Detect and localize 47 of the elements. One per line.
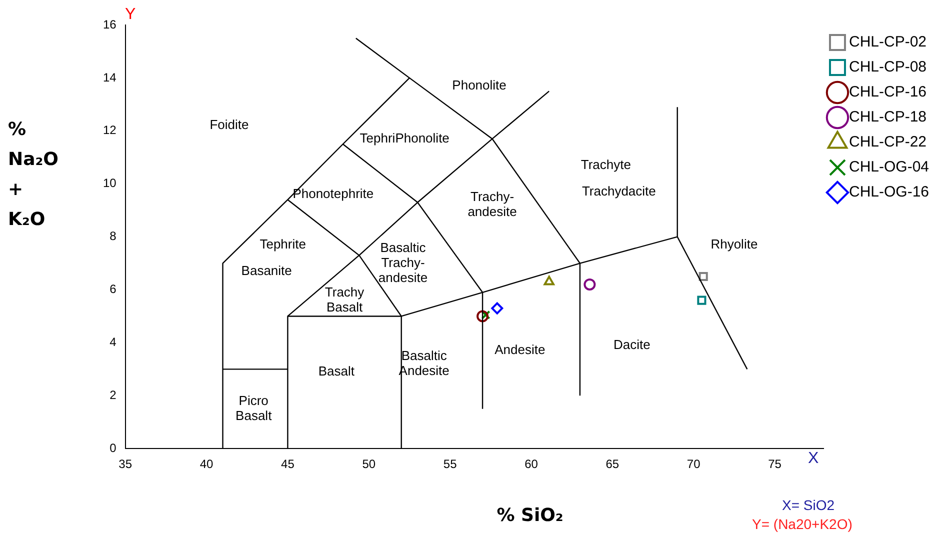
annotation: Foidite bbox=[210, 117, 249, 132]
annotation: Trachyte bbox=[580, 156, 631, 172]
text: X bbox=[808, 450, 819, 468]
x-tick-label: 75 bbox=[768, 457, 782, 472]
legend-label: CHL-CP-18 bbox=[848, 108, 927, 126]
y-tick-label: 6 bbox=[110, 282, 117, 296]
y-tick-label: 10 bbox=[102, 176, 117, 190]
annotation: Trachy- andesite bbox=[468, 189, 517, 220]
text: X= SiO2 bbox=[782, 497, 835, 513]
annotation: Basalt bbox=[318, 363, 355, 378]
annotation: Phonolite bbox=[452, 77, 506, 92]
x-axis-title: % SiO₂ bbox=[496, 505, 564, 526]
y-axis-title: % Na₂O + K₂O bbox=[8, 118, 60, 232]
y-tick-label: 12 bbox=[102, 123, 117, 138]
x-tick-label: 60 bbox=[524, 457, 538, 472]
annotation: Picro Basalt bbox=[236, 392, 272, 423]
annotation: Phonotephrite bbox=[292, 186, 374, 202]
text: Y= (Na20+K2O) bbox=[752, 516, 852, 532]
y-tick-label: 2 bbox=[110, 388, 117, 402]
annotation: Tephrite bbox=[260, 236, 306, 252]
annotation: Basanite bbox=[241, 262, 292, 278]
y-tick-label: 4 bbox=[110, 335, 117, 350]
x-tick-label: 35 bbox=[118, 457, 132, 472]
annotation: TephriPhonolite bbox=[360, 130, 450, 146]
annotation: Andesite bbox=[494, 342, 546, 358]
x-tick-label: 50 bbox=[362, 457, 376, 472]
text: Y bbox=[125, 6, 136, 24]
annotation: Rhyolite bbox=[710, 236, 758, 252]
legend-label: CHL-CP-16 bbox=[848, 84, 927, 101]
y-tick-label: 16 bbox=[102, 17, 117, 32]
x-tick-label: 40 bbox=[200, 457, 214, 472]
legend-label: CHL-OG-04 bbox=[848, 158, 930, 176]
legend-label: CHL-OG-16 bbox=[848, 184, 930, 201]
y-tick-label: 0 bbox=[110, 440, 117, 455]
legend-label: CHL-CP-22 bbox=[848, 134, 927, 151]
annotation: Trachy Basalt bbox=[324, 284, 365, 314]
legend-label: CHL-CP-08 bbox=[848, 58, 927, 76]
annotation: Trachydacite bbox=[582, 183, 656, 198]
y-tick-label: 14 bbox=[102, 70, 117, 84]
x-tick-label: 70 bbox=[686, 457, 701, 472]
x-tick-label: 65 bbox=[606, 457, 620, 472]
annotation: Dacite bbox=[613, 336, 650, 352]
x-tick-label: 55 bbox=[443, 457, 458, 472]
legend-label: CHL-CP-02 bbox=[848, 34, 927, 51]
annotation: Basaltic Trachy- andesite bbox=[378, 240, 428, 285]
y-tick-label: 8 bbox=[110, 229, 117, 244]
x-tick-label: 45 bbox=[281, 457, 295, 472]
